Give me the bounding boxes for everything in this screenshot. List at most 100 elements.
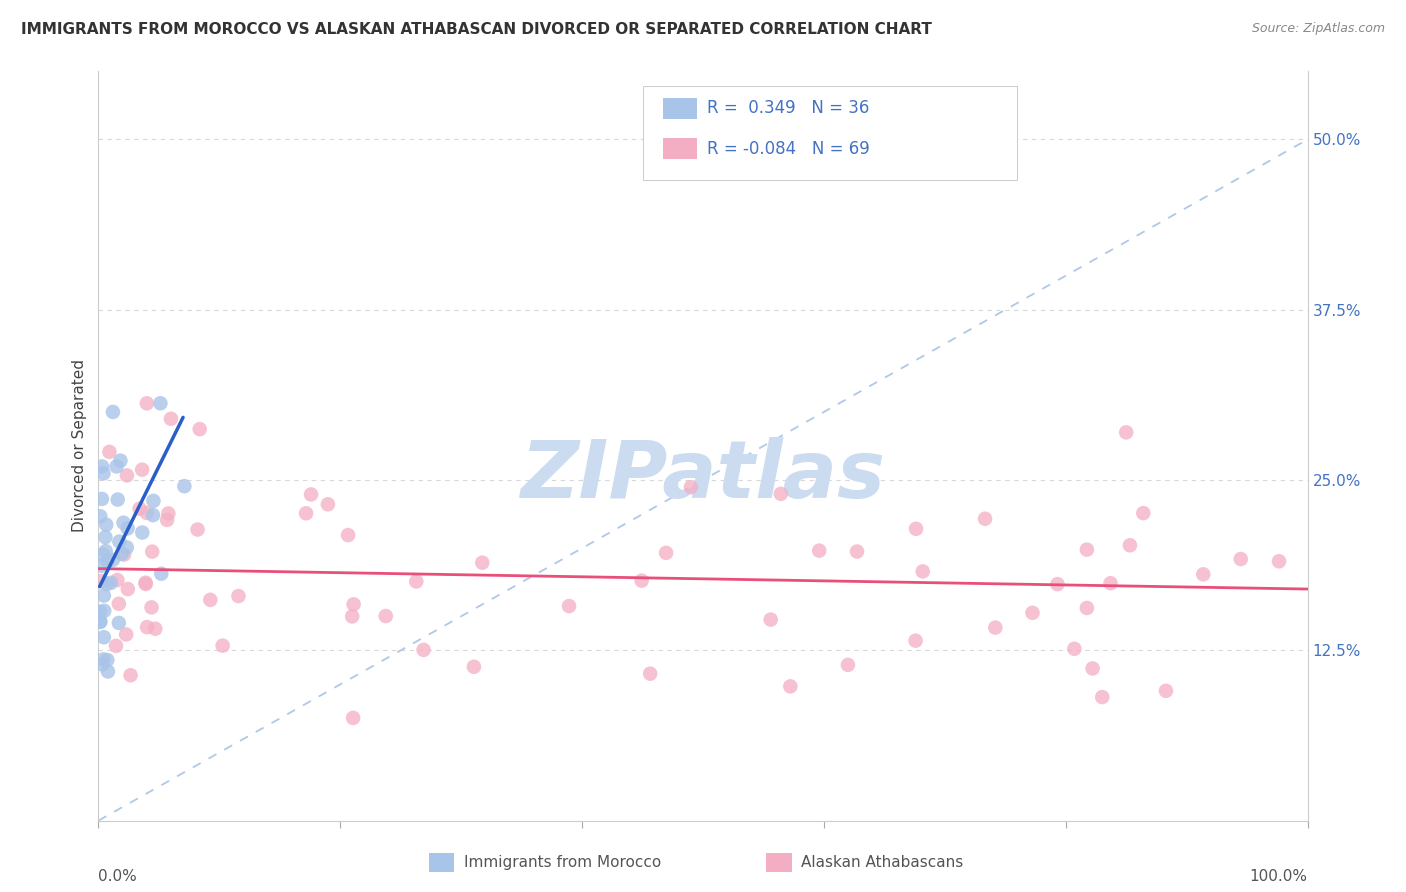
Point xyxy=(156,513,179,527)
Point xyxy=(679,480,702,494)
Point xyxy=(93,630,115,644)
Point xyxy=(846,544,869,558)
Point xyxy=(142,493,165,508)
Point xyxy=(101,553,124,567)
Point xyxy=(984,621,1007,635)
Point xyxy=(93,604,115,618)
Y-axis label: Divorced or Separated: Divorced or Separated xyxy=(72,359,87,533)
Point xyxy=(160,411,183,425)
Point xyxy=(110,453,132,467)
Point xyxy=(1119,538,1142,552)
Point xyxy=(769,487,792,501)
Point xyxy=(98,445,121,459)
Point xyxy=(211,639,233,653)
Point xyxy=(343,598,366,612)
Point xyxy=(1021,606,1043,620)
Point xyxy=(91,652,114,666)
Point xyxy=(141,600,163,615)
Point xyxy=(1081,661,1104,675)
Point xyxy=(96,653,118,667)
Point xyxy=(115,541,138,555)
Point xyxy=(837,657,859,672)
Point xyxy=(101,405,124,419)
Point xyxy=(340,609,363,624)
Point xyxy=(112,548,135,562)
Text: ZIPatlas: ZIPatlas xyxy=(520,437,886,515)
Point xyxy=(558,599,581,613)
Text: IMMIGRANTS FROM MOROCCO VS ALASKAN ATHABASCAN DIVORCED OR SEPARATED CORRELATION : IMMIGRANTS FROM MOROCCO VS ALASKAN ATHAB… xyxy=(21,22,932,37)
Point xyxy=(105,459,128,474)
Point xyxy=(905,522,928,536)
Point xyxy=(141,544,163,558)
Text: Immigrants from Morocco: Immigrants from Morocco xyxy=(464,855,661,870)
Point xyxy=(89,605,111,619)
Point xyxy=(89,615,111,629)
Point xyxy=(1091,690,1114,704)
Point xyxy=(808,543,831,558)
FancyBboxPatch shape xyxy=(643,87,1018,180)
Point xyxy=(1115,425,1137,440)
Point xyxy=(142,508,165,522)
Point xyxy=(337,528,360,542)
Point xyxy=(94,544,117,558)
Point xyxy=(374,609,396,624)
Point xyxy=(94,530,117,544)
Point xyxy=(157,507,180,521)
Point xyxy=(904,633,927,648)
Point xyxy=(759,613,782,627)
Point xyxy=(405,574,427,589)
Point xyxy=(471,556,494,570)
Point xyxy=(630,574,652,588)
Point xyxy=(96,517,118,532)
Point xyxy=(112,516,135,530)
Point xyxy=(1063,641,1085,656)
Text: 0.0%: 0.0% xyxy=(98,870,138,884)
Point xyxy=(107,573,129,587)
Point xyxy=(90,491,112,506)
Point xyxy=(111,547,134,561)
Point xyxy=(188,422,211,436)
Point xyxy=(135,506,157,520)
Point xyxy=(105,639,128,653)
Text: Alaskan Athabascans: Alaskan Athabascans xyxy=(801,855,963,870)
Point xyxy=(173,479,195,493)
Point xyxy=(89,509,111,524)
Point xyxy=(117,521,139,535)
Point xyxy=(295,506,318,520)
Point xyxy=(91,459,114,474)
Point xyxy=(779,679,801,693)
Point xyxy=(412,643,434,657)
Point xyxy=(107,492,129,507)
Point xyxy=(463,659,485,673)
Point xyxy=(96,577,118,591)
Point xyxy=(135,577,157,591)
Point xyxy=(150,566,173,581)
Point xyxy=(1099,576,1122,591)
Point xyxy=(89,615,111,629)
Point xyxy=(1076,542,1098,557)
FancyBboxPatch shape xyxy=(664,138,697,159)
Point xyxy=(108,534,131,549)
Point xyxy=(1076,601,1098,615)
FancyBboxPatch shape xyxy=(664,97,697,119)
Point xyxy=(91,657,114,672)
Text: Source: ZipAtlas.com: Source: ZipAtlas.com xyxy=(1251,22,1385,36)
Point xyxy=(91,548,114,562)
Point xyxy=(1046,577,1069,591)
Text: R =  0.349   N = 36: R = 0.349 N = 36 xyxy=(707,99,869,117)
Point xyxy=(638,666,661,681)
Point xyxy=(96,554,118,568)
Point xyxy=(200,592,222,607)
Point xyxy=(149,396,172,410)
Point xyxy=(108,615,131,630)
Text: 100.0%: 100.0% xyxy=(1250,870,1308,884)
Point xyxy=(136,620,159,634)
Point xyxy=(342,711,364,725)
Point xyxy=(974,512,997,526)
Point xyxy=(1154,683,1177,698)
Point xyxy=(1192,567,1215,582)
Point xyxy=(299,487,322,501)
Point xyxy=(316,497,339,511)
Point xyxy=(100,575,122,590)
Point xyxy=(97,665,120,679)
